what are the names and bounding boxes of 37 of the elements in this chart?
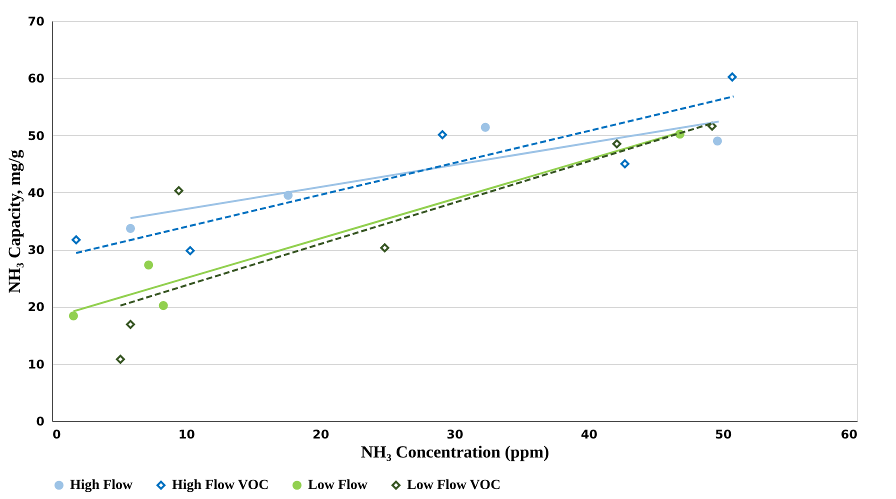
x-tick-label: 0 <box>52 428 61 442</box>
y-tick-label: 50 <box>28 128 44 143</box>
point <box>380 243 390 252</box>
y-tick-label: 0 <box>36 414 44 428</box>
point <box>126 320 136 329</box>
legend-label: Low Flow VOC <box>407 478 501 494</box>
point <box>144 260 154 270</box>
point <box>186 246 195 256</box>
point <box>158 301 168 310</box>
x-tick-label: 10 <box>178 428 196 442</box>
x-tick-label: 40 <box>580 428 598 442</box>
y-tick-label: 40 <box>28 186 44 200</box>
point <box>620 159 630 168</box>
x-tick-label: 30 <box>446 428 464 442</box>
point <box>712 136 722 146</box>
x-tick-label: 20 <box>312 428 330 442</box>
point <box>72 235 81 244</box>
x-axis-title: NH₃ Concentration (ppm) <box>360 442 550 462</box>
point <box>612 139 622 148</box>
y-tick-label: 70 <box>28 14 44 28</box>
x-tick-label: 60 <box>840 428 858 442</box>
y-tick-label: 30 <box>28 243 44 258</box>
point <box>68 311 78 320</box>
y-axis-title: NH₃ Capacity, mg/g <box>4 149 24 294</box>
x-tick-label: 50 <box>714 428 732 442</box>
legend-label: Low Flow <box>308 478 368 494</box>
point <box>438 130 447 140</box>
point <box>126 224 136 233</box>
point <box>174 186 184 196</box>
y-tick-label: 10 <box>28 357 44 372</box>
point <box>116 354 125 364</box>
point <box>728 72 737 82</box>
legend-label: High Flow <box>70 478 134 494</box>
y-tick-label: 20 <box>28 300 44 314</box>
y-tick-label: 60 <box>28 72 44 86</box>
point <box>480 122 490 132</box>
legend-label: High Flow VOC <box>172 478 269 494</box>
